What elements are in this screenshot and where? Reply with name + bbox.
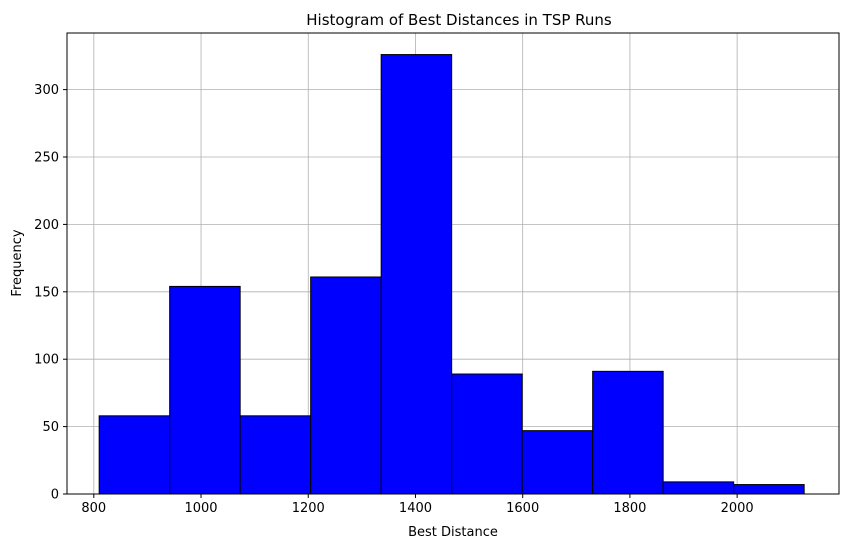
bars: [98, 54, 805, 495]
plot-frame: [66, 32, 840, 495]
histogram-bar: [169, 285, 241, 495]
x-tick-label: 1000: [184, 501, 217, 516]
x-axis-label: Best Distance: [408, 525, 498, 540]
histogram-bar: [733, 484, 805, 495]
y-axis-label: Frequency: [10, 229, 25, 296]
y-axis-ticks: 0 50 100 150 200 250 300: [34, 83, 67, 503]
histogram-bar: [521, 430, 594, 495]
x-tick-label: 1600: [506, 501, 539, 516]
histogram-bar: [592, 370, 664, 495]
x-tick-label: 1400: [399, 501, 432, 516]
x-tick-label: 1200: [292, 501, 325, 516]
y-tick-label: 50: [42, 420, 59, 435]
x-tick-label: 2000: [721, 501, 754, 516]
x-tick-label: 800: [81, 501, 106, 516]
chart-title: Histogram of Best Distances in TSP Runs: [306, 11, 612, 29]
x-tick-label: 1800: [613, 501, 646, 516]
y-tick-label: 100: [34, 353, 59, 368]
y-tick-label: 0: [51, 488, 59, 503]
histogram-bar: [98, 415, 171, 495]
histogram-bar: [380, 54, 453, 495]
y-tick-label: 150: [34, 285, 59, 300]
histogram-bar: [239, 415, 312, 495]
x-axis-ticks: 800 1000 1200 1400 1600 1800 2000: [81, 494, 754, 516]
y-tick-label: 250: [34, 151, 59, 166]
y-tick-label: 200: [34, 218, 59, 233]
y-tick-label: 300: [34, 83, 59, 98]
histogram-bar: [662, 481, 735, 495]
histogram-bar: [451, 373, 523, 495]
histogram-bar: [310, 276, 382, 495]
